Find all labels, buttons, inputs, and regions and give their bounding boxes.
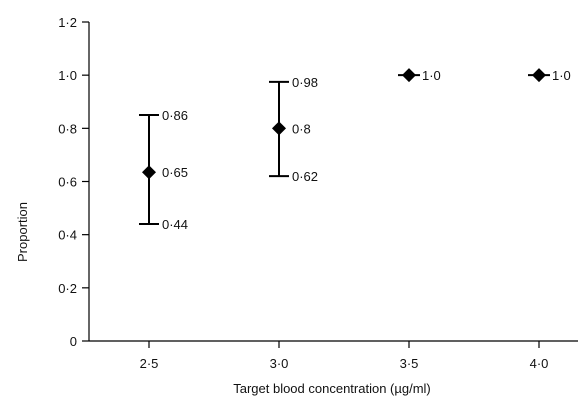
data-point-marker <box>402 68 416 83</box>
y-tick-label: 0 <box>70 334 77 349</box>
lower-bound-label: 0·62 <box>292 169 318 184</box>
x-tick-label: 3·5 <box>400 356 419 371</box>
point-value-label: 1·0 <box>552 68 571 83</box>
lower-bound-label: 0·44 <box>162 217 188 232</box>
data-point-marker <box>272 121 286 136</box>
y-tick-label: 1·2 <box>58 15 77 30</box>
x-tick-label: 2·5 <box>140 356 159 371</box>
upper-bound-label: 0·98 <box>292 75 318 90</box>
data-point-marker <box>142 165 156 180</box>
y-tick-label: 0·8 <box>58 121 77 136</box>
x-tick-label: 3·0 <box>270 356 289 371</box>
x-tick-label: 4·0 <box>530 356 549 371</box>
y-tick-label: 1·0 <box>58 68 77 83</box>
axes: 0 0·2 0·4 0·6 0·8 1·0 1·2 2·5 3·0 3·5 4·0 <box>58 15 578 371</box>
data-marks: 0·86 0·44 0·65 0·98 0·62 0·8 1·0 1·0 <box>139 68 571 232</box>
y-tick-label: 0·4 <box>58 228 77 243</box>
y-axis-title: Proportion <box>15 202 30 262</box>
point-value-label: 0·8 <box>292 121 311 136</box>
upper-bound-label: 0·86 <box>162 108 188 123</box>
x-axis-title: Target blood concentration (µg/ml) <box>233 381 431 396</box>
y-tick-label: 0·2 <box>58 281 77 296</box>
point-value-label: 1·0 <box>422 68 441 83</box>
point-value-label: 0·65 <box>162 165 188 180</box>
data-point-marker <box>532 68 546 83</box>
y-tick-label: 0·6 <box>58 175 77 190</box>
